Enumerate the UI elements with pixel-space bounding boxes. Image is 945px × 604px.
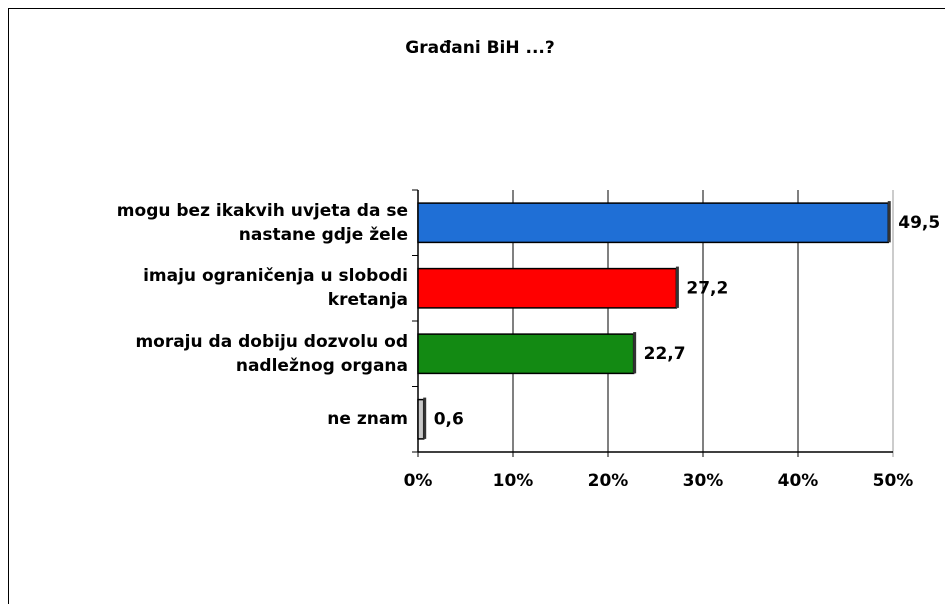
x-tick-label: 50%	[873, 471, 914, 491]
frame	[8, 8, 945, 604]
value-label: 22,7	[644, 344, 686, 364]
bar	[417, 267, 678, 309]
value-label: 27,2	[686, 278, 728, 298]
chart-title: Građani BiH ...?	[405, 38, 554, 58]
x-tick-label: 0%	[404, 471, 433, 491]
category-label: moraju da dobiju dozvolu od nadležnog or…	[135, 331, 408, 376]
value-label: 49,5	[898, 213, 940, 233]
bar	[417, 398, 425, 440]
bar	[417, 333, 635, 375]
x-tick-label: 10%	[493, 471, 534, 491]
category-label: mogu bez ikakvih uvjeta da se nastane gd…	[116, 200, 408, 245]
bar	[417, 202, 889, 244]
category-label: ne znam	[327, 409, 408, 430]
category-label: imaju ograničenja u slobodi kretanja	[143, 266, 408, 311]
x-tick-label: 40%	[778, 471, 819, 491]
value-label: 0,6	[434, 409, 464, 429]
x-tick-label: 30%	[683, 471, 724, 491]
x-tick-label: 20%	[588, 471, 629, 491]
